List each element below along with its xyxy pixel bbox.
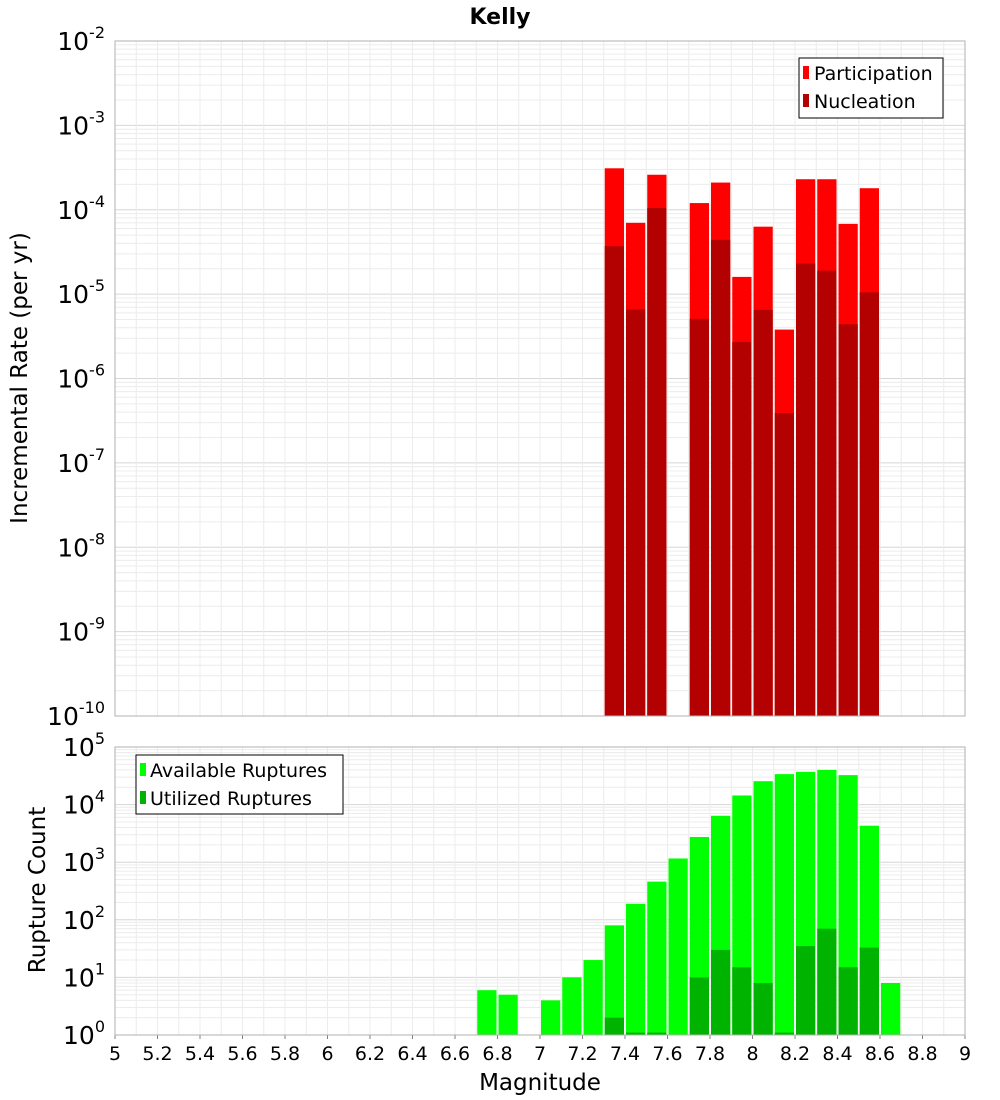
bar-nucleation-7-75 xyxy=(689,318,709,716)
bar-nucleation-7-55 xyxy=(647,207,667,716)
bar-utilized-ruptures-8-05 xyxy=(753,982,773,1035)
bar-utilized-ruptures-8-35 xyxy=(817,928,837,1035)
bar-available-ruptures-7-25 xyxy=(583,960,603,1035)
x-tick-label: 6 xyxy=(321,1043,333,1065)
bar-nucleation-7-85 xyxy=(711,239,731,716)
bar-utilized-ruptures-8-45 xyxy=(838,967,858,1035)
top-y-tick-label: 10-7 xyxy=(57,445,105,478)
bar-available-ruptures-7-55 xyxy=(647,881,667,1035)
x-tick-label: 6.8 xyxy=(482,1043,512,1065)
top-plot-bars xyxy=(604,168,879,717)
bar-utilized-ruptures-7-75 xyxy=(689,977,709,1035)
bar-nucleation-7-35 xyxy=(604,246,624,716)
top-y-tick-label: 10-4 xyxy=(57,192,105,225)
x-ticks: 5 5.2 5.4 5.6 5.8 6 6.2 6.4 6.6 6.8 7 7.2 7.4 7.6 7.8 8… xyxy=(109,1035,971,1065)
bar-utilized-ruptures-7-35 xyxy=(604,1017,624,1035)
bar-utilized-ruptures-8-15 xyxy=(774,1032,794,1035)
x-tick-label: 6.4 xyxy=(397,1043,427,1065)
bar-available-ruptures-8-65 xyxy=(881,982,901,1035)
x-tick-label: 5.2 xyxy=(142,1043,172,1065)
top-y-tick-label: 10-10 xyxy=(47,698,105,731)
bar-available-ruptures-8-05 xyxy=(753,781,773,1035)
top-plot-grid xyxy=(114,41,966,717)
bottom-legend: Available Ruptures Utilized Ruptures xyxy=(135,754,344,815)
bar-nucleation-8-35 xyxy=(817,270,837,716)
top-plot-frame xyxy=(114,40,966,717)
bottom-y-tick-label: 101 xyxy=(63,959,105,992)
top-legend-box xyxy=(798,57,944,119)
bar-available-ruptures-7-65 xyxy=(668,858,688,1035)
x-tick-label: 6.2 xyxy=(355,1043,385,1065)
bar-utilized-ruptures-7-55 xyxy=(647,1032,667,1035)
legend-label-nucleation: Nucleation xyxy=(814,91,916,113)
chart-title: Kelly xyxy=(469,5,530,30)
bar-nucleation-8-55 xyxy=(859,292,879,716)
bottom-y-tick-label: 103 xyxy=(63,844,105,877)
legend-swatch-nucleation xyxy=(803,94,809,107)
x-tick-label: 7.2 xyxy=(567,1043,597,1065)
x-tick-label: 5.4 xyxy=(185,1043,215,1065)
x-tick-label: 7 xyxy=(534,1043,546,1065)
bottom-y-tick-label: 104 xyxy=(63,787,105,820)
bottom-legend-box xyxy=(135,754,344,815)
x-tick-label: 7.6 xyxy=(652,1043,682,1065)
x-tick-label: 5.6 xyxy=(227,1043,257,1065)
bar-available-ruptures-6-85 xyxy=(498,994,518,1035)
legend-swatch-utilized-ruptures xyxy=(140,791,146,804)
top-y-tick-label: 10-8 xyxy=(57,529,105,562)
bar-nucleation-8-25 xyxy=(796,263,816,716)
x-tick-label: 9 xyxy=(959,1043,971,1065)
x-tick-label: 8.2 xyxy=(780,1043,810,1065)
bar-nucleation-8-45 xyxy=(838,324,858,716)
bottom-y-tick-label: 102 xyxy=(63,902,105,935)
bar-available-ruptures-8-15 xyxy=(774,774,794,1035)
bar-available-ruptures-7-15 xyxy=(562,977,582,1035)
bottom-plot-bars xyxy=(477,769,901,1035)
top-y-tick-label: 10-6 xyxy=(57,361,105,394)
x-tick-label: 8 xyxy=(746,1043,758,1065)
bar-available-ruptures-7-05 xyxy=(541,1000,561,1035)
x-tick-label: 6.6 xyxy=(440,1043,470,1065)
top-y-tick-label: 10-3 xyxy=(57,107,105,140)
x-tick-label: 7.4 xyxy=(610,1043,640,1065)
bottom-y-ticks: 100 101 102 103 104 105 xyxy=(63,729,105,1050)
bottom-y-tick-label: 105 xyxy=(63,729,105,762)
bar-nucleation-7-95 xyxy=(732,342,752,716)
bar-nucleation-8-15 xyxy=(774,413,794,716)
x-tick-label: 8.6 xyxy=(865,1043,895,1065)
legend-swatch-available-ruptures xyxy=(140,763,146,776)
bar-available-ruptures-7-35 xyxy=(604,925,624,1035)
bar-utilized-ruptures-8-25 xyxy=(796,946,816,1035)
legend-label-utilized-ruptures: Utilized Ruptures xyxy=(150,788,312,810)
bar-available-ruptures-6-75 xyxy=(477,990,497,1035)
top-y-tick-label: 10-5 xyxy=(57,276,105,309)
bottom-plot-frame xyxy=(114,746,966,1036)
bar-nucleation-8-05 xyxy=(753,309,773,716)
bar-utilized-ruptures-7-45 xyxy=(626,1032,646,1035)
top-y-axis-label: Incremental Rate (per yr) xyxy=(7,232,33,524)
bar-utilized-ruptures-8-55 xyxy=(859,947,879,1035)
x-tick-label: 5 xyxy=(109,1043,121,1065)
bottom-y-axis-label: Rupture Count xyxy=(25,807,51,973)
top-y-tick-label: 10-2 xyxy=(57,23,105,56)
top-legend: Participation Nucleation xyxy=(798,57,944,119)
bar-utilized-ruptures-7-95 xyxy=(732,967,752,1035)
bar-utilized-ruptures-7-85 xyxy=(711,949,731,1035)
x-tick-label: 8.4 xyxy=(822,1043,852,1065)
top-y-ticks: 10-10 10-9 10-8 10-7 10-6 10-5 10-4 10-3 10-2 xyxy=(47,23,105,731)
bar-available-ruptures-7-45 xyxy=(626,903,646,1035)
legend-swatch-participation xyxy=(803,66,809,79)
bottom-y-tick-label: 100 xyxy=(63,1017,105,1050)
legend-label-available-ruptures: Available Ruptures xyxy=(150,760,327,782)
x-axis-label: Magnitude xyxy=(479,1070,601,1096)
top-y-tick-label: 10-9 xyxy=(57,614,105,647)
bar-nucleation-7-45 xyxy=(626,309,646,716)
x-tick-label: 8.8 xyxy=(907,1043,937,1065)
x-tick-label: 5.8 xyxy=(270,1043,300,1065)
x-tick-label: 7.8 xyxy=(695,1043,725,1065)
legend-label-participation: Participation xyxy=(814,63,933,85)
